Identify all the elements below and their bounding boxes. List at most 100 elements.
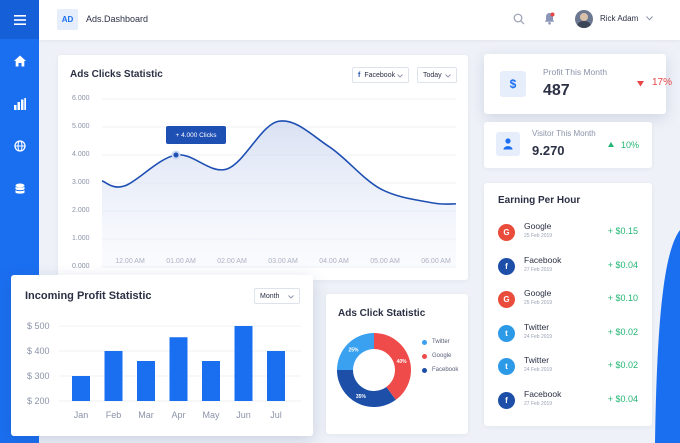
y-tick-label: $ 200 [27, 396, 50, 406]
bar-jun[interactable] [234, 326, 253, 401]
ads-clicks-card: Ads Clicks Statistic f Facebook Today 6.… [58, 55, 468, 280]
period-filter-value: Today [423, 71, 442, 79]
source-filter[interactable]: f Facebook [352, 67, 409, 83]
y-tick-label: 4.000 [72, 151, 90, 158]
legend-label: Google [432, 353, 452, 359]
earning-row[interactable]: G Google 25 Feb 2019 + $0.15 [484, 219, 654, 249]
chevron-down-icon [288, 295, 294, 299]
visitor-month-value: 9.270 [532, 143, 565, 158]
x-tick-label: Feb [105, 410, 122, 420]
earning-amount: + $0.02 [607, 360, 638, 370]
profit-month-change: 17% [652, 77, 673, 88]
earning-date: 27 Feb 2019 [524, 400, 553, 407]
bar-jan[interactable] [72, 376, 90, 401]
sidebar-item-database[interactable] [0, 178, 39, 200]
earning-amount: + $0.10 [607, 293, 638, 303]
y-tick-label: 0.000 [72, 263, 90, 270]
hamburger-icon [13, 14, 26, 25]
chevron-down-icon [445, 74, 451, 78]
earning-source: Facebook [524, 254, 562, 265]
earning-row[interactable]: f Facebook 27 Feb 2019 + $0.04 [484, 387, 654, 417]
profit-month-label: Profit This Month [543, 67, 608, 77]
earning-row[interactable]: t Twitter 24 Feb 2019 + $0.02 [484, 320, 654, 350]
profit-month-value: 487 [543, 82, 570, 99]
y-tick-label: $ 400 [27, 346, 50, 356]
app-logo: AD [57, 9, 78, 30]
bar-jul[interactable] [267, 351, 285, 401]
donut-slice-twitter[interactable] [337, 333, 374, 370]
earning-row[interactable]: t Twitter 24 Feb 2019 + $0.02 [484, 353, 654, 383]
earning-source: Facebook [524, 388, 562, 399]
chart-tooltip-text: + 4.000 Clicks [175, 131, 217, 139]
earning-source: Twitter [524, 321, 550, 332]
x-tick-label: Jan [73, 410, 89, 420]
y-tick-label: 2.000 [72, 207, 90, 214]
user-icon [503, 138, 513, 150]
down-arrow-icon [637, 81, 644, 87]
bar-apr[interactable] [169, 337, 188, 401]
chevron-down-icon [397, 74, 403, 78]
earning-row[interactable]: G Google 25 Feb 2019 + $0.10 [484, 286, 654, 316]
incoming-profit-card: Incoming Profit Statistic Month $ 500 $ 4… [11, 275, 313, 436]
sidebar-item-home[interactable] [0, 50, 39, 72]
y-tick-label: $ 500 [27, 321, 50, 331]
profit-month-card: $ Profit This Month 487 17% [484, 54, 672, 114]
x-tick-label: Mar [138, 410, 154, 420]
app-brand: Ads.Dashboard [86, 14, 149, 24]
legend-item-google: Google [422, 353, 451, 359]
bar-feb[interactable] [104, 351, 123, 401]
bar-chart-icon [13, 98, 26, 110]
visitor-month-label: Visitor This Month [532, 129, 596, 138]
earning-date: 25 Feb 2019 [524, 233, 553, 239]
google-icon: G [498, 224, 515, 241]
profit-period-filter[interactable]: Month [254, 288, 300, 304]
chart-tooltip: + 4.000 Clicks [166, 126, 226, 144]
home-icon [13, 55, 26, 67]
earning-source: Google [524, 288, 552, 298]
chevron-down-icon[interactable] [646, 16, 653, 21]
donut-title: Ads Click Statistic [338, 308, 426, 319]
visitor-month-change: 10% [621, 140, 640, 150]
legend-dot [422, 339, 427, 345]
donut-slice-label: 40% [397, 359, 408, 365]
menu-toggle[interactable] [0, 0, 39, 39]
donut-slice-google[interactable] [374, 333, 411, 400]
earning-amount: + $0.15 [607, 226, 638, 236]
earning-date: 24 Feb 2019 [524, 367, 553, 373]
legend-item-twitter: Twitter [422, 339, 450, 345]
avatar[interactable] [575, 10, 593, 28]
earning-row[interactable]: f Facebook 27 Feb 2019 + $0.04 [484, 253, 654, 283]
donut-slice-facebook[interactable] [337, 370, 396, 407]
data-point-marker[interactable] [171, 150, 181, 160]
bar-mar[interactable] [137, 361, 155, 401]
search-icon[interactable] [513, 13, 525, 25]
facebook-small-icon: f [358, 71, 361, 79]
bell-icon[interactable] [544, 12, 555, 25]
legend-dot [422, 353, 427, 359]
x-tick-label: Jul [270, 410, 282, 420]
area-fill [102, 120, 456, 268]
facebook-icon: f [498, 391, 515, 409]
sidebar-item-network[interactable] [0, 135, 39, 157]
period-filter[interactable]: Today [417, 67, 457, 83]
bar-may[interactable] [202, 361, 220, 401]
y-tick-label: $ 300 [27, 371, 50, 381]
x-tick-label: Apr [171, 410, 186, 420]
earning-date: 27 Feb 2019 [524, 266, 553, 273]
earning-title: Earning Per Hour [498, 195, 581, 206]
earning-amount: + $0.04 [607, 259, 638, 270]
earning-amount: + $0.02 [607, 326, 638, 337]
ads-clicks-area-chart [101, 98, 457, 268]
twitter-icon: t [498, 324, 515, 342]
database-icon [15, 183, 24, 194]
visitor-month-card: Visitor This Month 9.270 10% [484, 122, 652, 168]
facebook-icon: f [498, 257, 515, 275]
legend-item-facebook: Facebook [422, 367, 458, 373]
earning-source: Google [524, 221, 552, 231]
ads-click-donut-chart: 25% 40% 35% [337, 333, 411, 407]
y-tick-label: 6.000 [72, 95, 90, 102]
user-name[interactable]: Rick Adam [600, 14, 639, 23]
decorative-corner [655, 230, 680, 443]
sidebar-item-stats[interactable] [0, 93, 39, 115]
up-arrow-icon [608, 142, 614, 147]
